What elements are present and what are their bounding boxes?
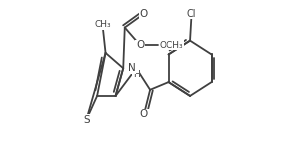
Text: O: O [140, 109, 148, 119]
Text: H: H [133, 70, 140, 79]
Text: CH₃: CH₃ [94, 20, 111, 29]
Text: N: N [128, 63, 136, 73]
Text: O: O [136, 40, 144, 50]
Text: OCH₃: OCH₃ [159, 41, 183, 50]
Text: Cl: Cl [187, 9, 196, 19]
Text: O: O [140, 9, 148, 19]
Text: S: S [83, 115, 90, 125]
